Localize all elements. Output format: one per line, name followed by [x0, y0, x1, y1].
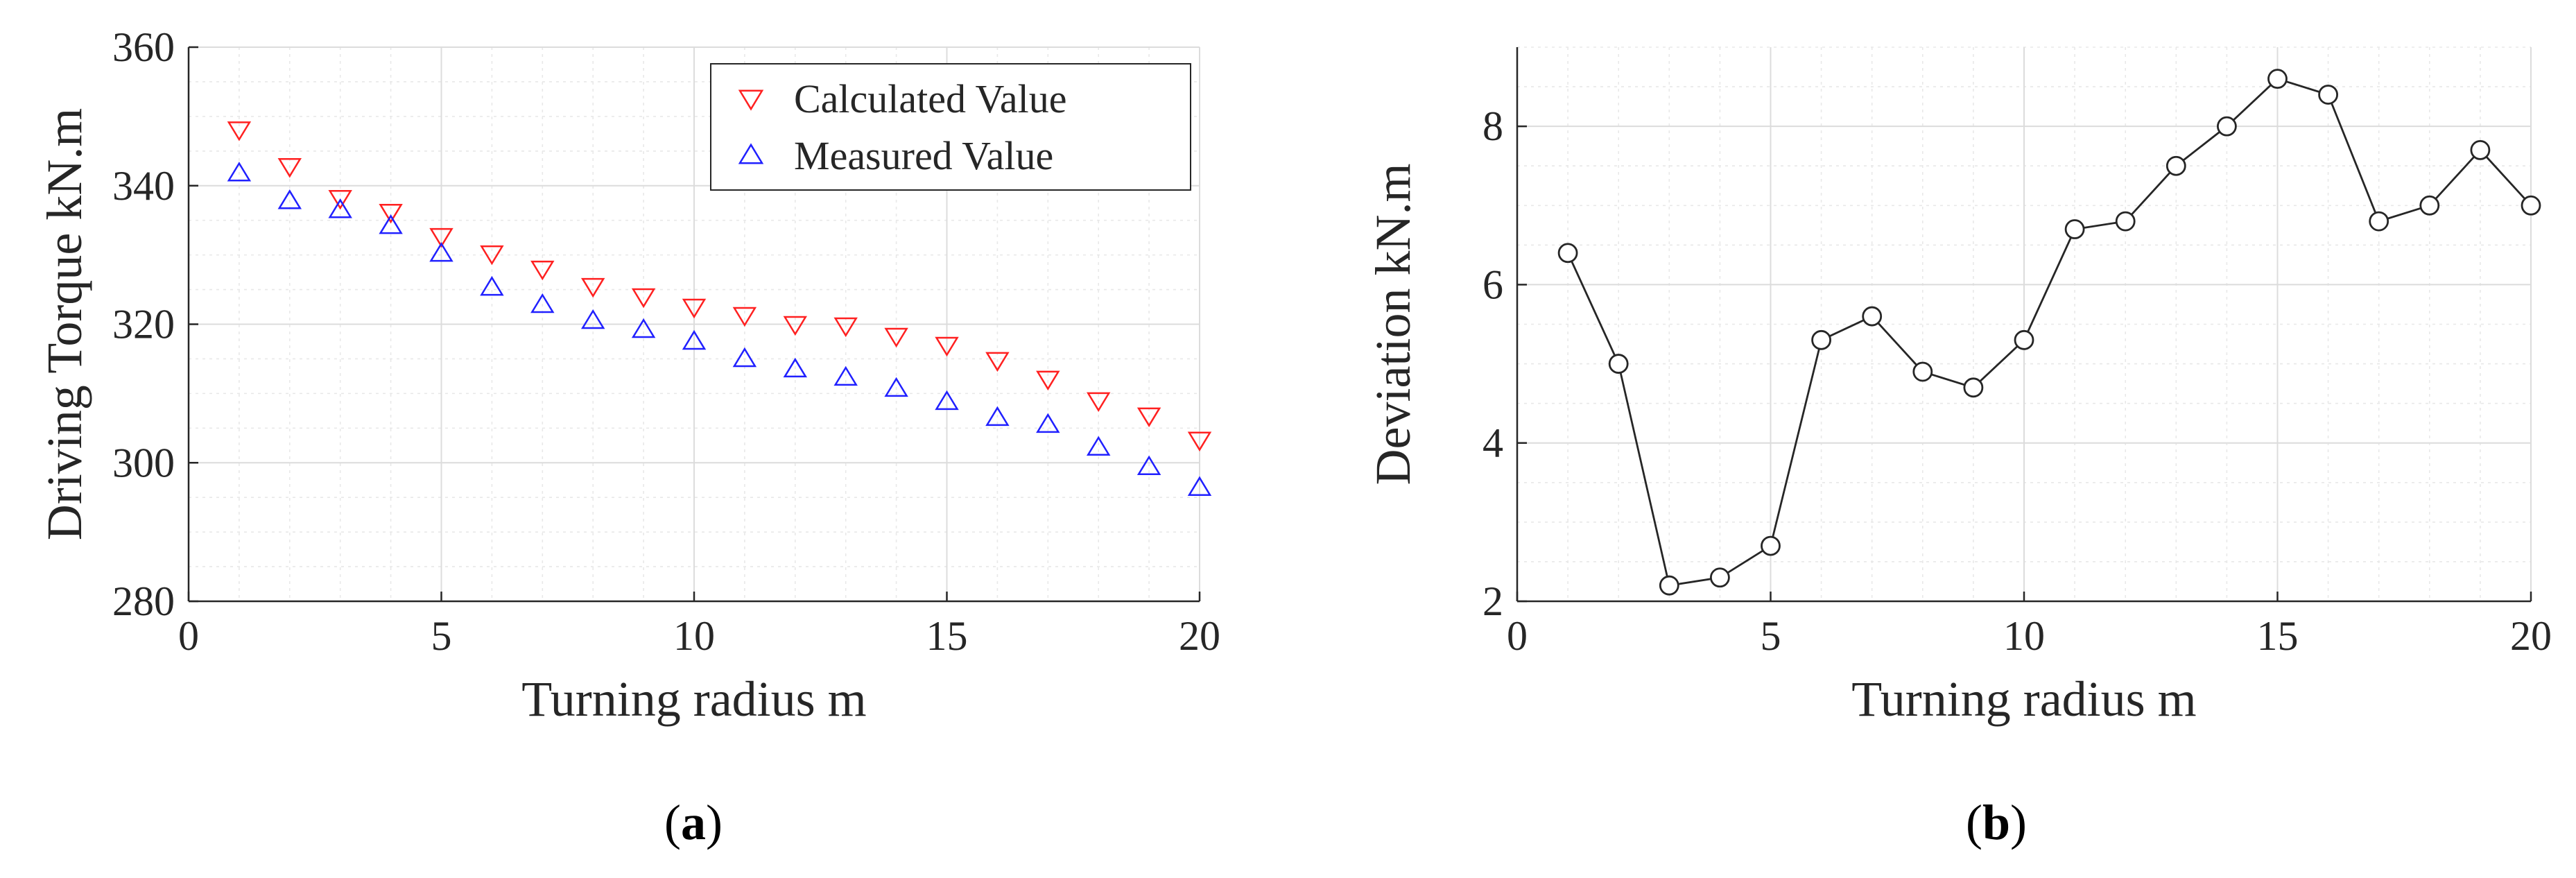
measured-value-point — [884, 377, 908, 397]
legend: Calculated Value Measured Value — [710, 63, 1191, 191]
deviation-point — [2014, 329, 2034, 350]
y-tick-label: 4 — [1483, 420, 1503, 466]
x-tick-label: 10 — [2003, 613, 2045, 659]
deviation-point — [1912, 361, 1933, 382]
calculated-value-point — [631, 288, 656, 309]
y-tick-label: 2 — [1483, 578, 1503, 624]
measured-value-point — [328, 198, 352, 218]
deviation-point — [2115, 211, 2136, 232]
measured-value-point — [429, 241, 453, 262]
calculated-value-point — [884, 327, 908, 348]
deviation-line — [1566, 78, 2532, 587]
deviation-point — [1608, 354, 1629, 374]
measured-value-point — [1036, 413, 1060, 433]
x-tick-label: 15 — [926, 613, 968, 659]
calculated-value-point — [379, 203, 403, 224]
calculated-value-point — [227, 121, 252, 141]
deviation-point — [2267, 69, 2288, 89]
deviation-point — [2419, 195, 2440, 216]
measured-value-point — [935, 390, 959, 411]
x-tick-label: 20 — [1179, 613, 1220, 659]
calculated-value-point — [732, 307, 757, 327]
y-tick-label: 300 — [112, 440, 175, 485]
calculated-value-point — [1086, 392, 1111, 413]
panel-label-letter: b — [1982, 795, 2010, 850]
calculated-value-point — [985, 352, 1010, 372]
legend-marker-measured — [738, 143, 764, 164]
x-tick-label: 0 — [178, 613, 199, 659]
legend-box — [710, 63, 1191, 191]
measured-value-point — [530, 293, 555, 313]
calculated-value-point — [480, 245, 504, 266]
y-axis-title: Driving Torque kN.m — [37, 108, 92, 541]
panel-label: (a) — [664, 795, 723, 850]
x-axis-title: Turning radius m — [1851, 671, 2196, 727]
calculated-value-point — [1036, 370, 1060, 391]
calculated-value-point — [783, 316, 808, 336]
y-tick-label: 320 — [112, 302, 175, 347]
calculated-value-point — [935, 336, 959, 357]
calculated-value-point — [530, 260, 555, 281]
measured-value-point — [732, 347, 757, 368]
chart-panel-b: 0 5 10 15 20 2 4 6 8 Turning radius m Deviation kN… — [1365, 46, 2552, 850]
calculated-value-point — [1187, 431, 1212, 451]
deviation-point — [2064, 219, 2085, 239]
x-tick-label: 5 — [431, 613, 452, 659]
calculated-value-point — [277, 158, 302, 178]
measured-value-point — [227, 162, 252, 182]
measured-value-point — [682, 329, 707, 350]
panel-label: (b) — [1966, 795, 2027, 850]
y-tick-label: 6 — [1483, 261, 1503, 307]
deviation-point — [1557, 243, 1578, 264]
measured-value-point — [631, 318, 656, 338]
deviation-point — [1709, 567, 1730, 588]
y-tick-label: 360 — [112, 24, 175, 70]
deviation-point — [1761, 535, 1781, 556]
deviation-point — [1963, 377, 1984, 398]
y-axis-title: Deviation kN.m — [1365, 164, 1421, 485]
measured-value-point — [1136, 455, 1161, 475]
x-tick-label: 10 — [673, 613, 715, 659]
x-tick-label: 20 — [2510, 613, 2552, 659]
measured-value-point — [480, 275, 504, 296]
deviation-point — [1811, 329, 1832, 350]
deviation-point — [2216, 116, 2237, 137]
legend-label: Measured Value — [794, 133, 1053, 178]
x-axis-title: Turning radius m — [521, 671, 866, 727]
y-tick-label: 280 — [112, 578, 175, 624]
deviation-point — [2166, 155, 2186, 176]
y-tick-label: 8 — [1483, 103, 1503, 149]
measured-value-point — [277, 189, 302, 209]
legend-marker-calculated — [738, 89, 764, 111]
x-tick-label: 0 — [1507, 613, 1528, 659]
calculated-value-point — [682, 298, 707, 319]
measured-value-point — [783, 357, 808, 378]
chart-panel-a: 0 5 10 15 20 280 300 320 340 360 Turning radius m D… — [37, 24, 1220, 850]
measured-value-point — [833, 365, 858, 386]
calculated-value-point — [1136, 407, 1161, 427]
deviation-point — [2521, 195, 2541, 216]
measured-value-point — [1086, 436, 1111, 456]
calculated-value-point — [580, 277, 605, 298]
measured-value-point — [580, 309, 605, 329]
panel-label-letter: a — [681, 795, 706, 850]
deviation-point — [2470, 139, 2491, 160]
deviation-point — [2318, 85, 2339, 105]
deviation-point — [2369, 211, 2389, 232]
calculated-value-point — [328, 189, 352, 210]
deviation-point — [1862, 306, 1883, 327]
legend-label: Calculated Value — [794, 76, 1067, 121]
x-tick-label: 5 — [1761, 613, 1781, 659]
calculated-value-point — [833, 317, 858, 338]
y-tick-label: 340 — [112, 163, 175, 209]
x-tick-label: 15 — [2257, 613, 2299, 659]
measured-value-point — [1187, 476, 1212, 496]
measured-value-point — [379, 214, 403, 234]
calculated-value-point — [429, 227, 453, 248]
measured-value-point — [985, 406, 1010, 427]
deviation-point — [1659, 575, 1679, 596]
